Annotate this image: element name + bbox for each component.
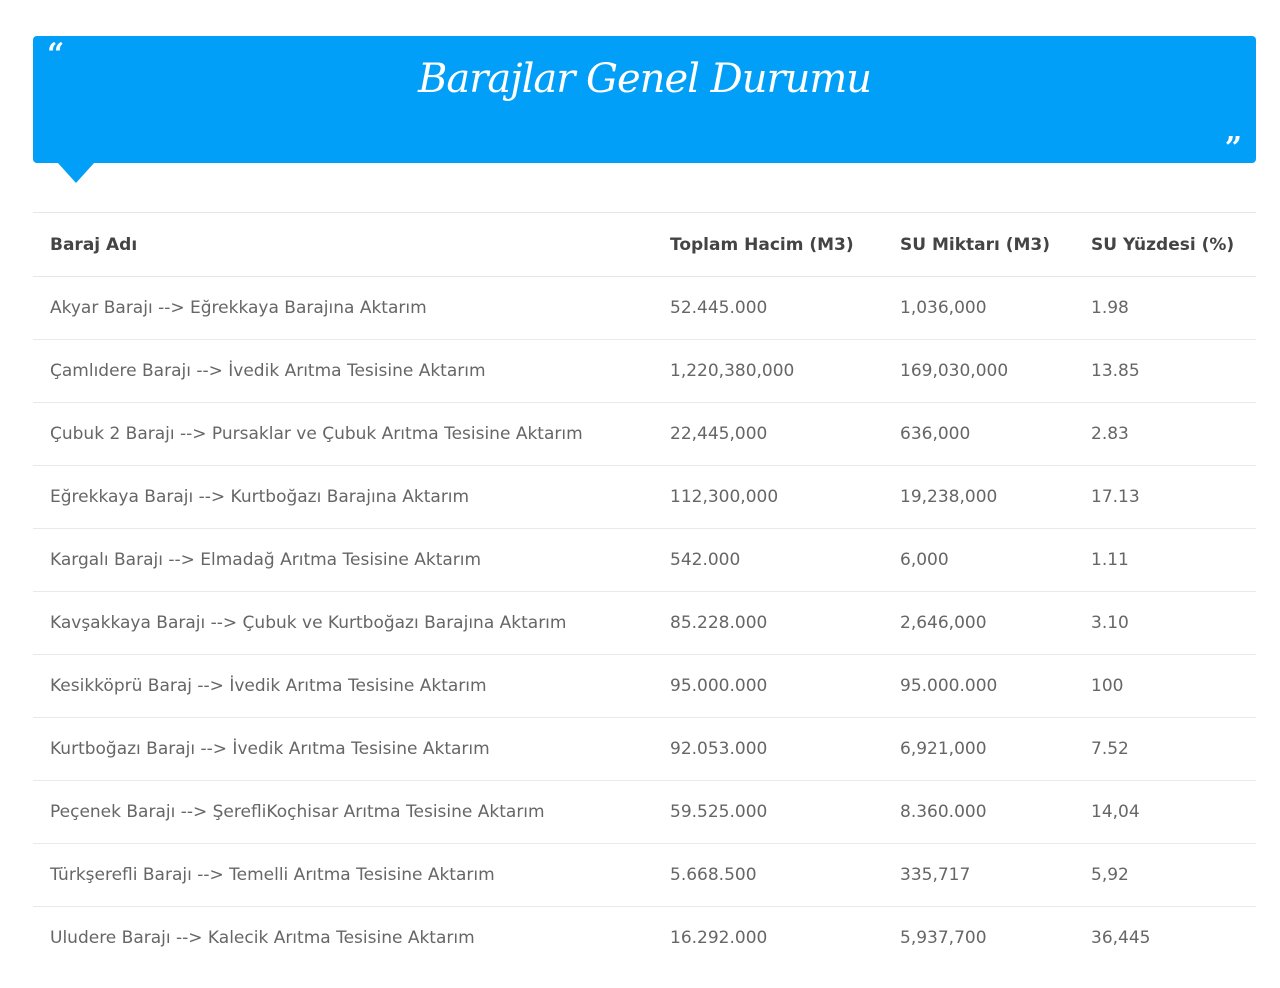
page-title: Barajlar Genel Durumu [417, 56, 872, 102]
cell-water-percent: 36,445 [1091, 928, 1151, 949]
cell-dam-name: Kesikköprü Baraj --> İvedik Arıtma Tesis… [50, 676, 487, 696]
cell-water-amount: 636,000 [900, 424, 971, 444]
cell-water-percent: 5,92 [1091, 865, 1129, 885]
banner-pointer [58, 163, 94, 183]
header-total-volume: Toplam Hacim (M3) [670, 234, 854, 255]
open-quote-icon: “ [47, 37, 65, 72]
table-row: Kavşakkaya Barajı --> Çubuk ve Kurtboğaz… [33, 592, 1256, 655]
cell-dam-name: Akyar Barajı --> Eğrekkaya Barajına Akta… [50, 298, 427, 318]
cell-total-volume: 16.292.000 [670, 928, 768, 949]
cell-water-amount: 19,238,000 [900, 487, 998, 507]
table-row: Türkşerefli Barajı --> Temelli Arıtma Te… [33, 844, 1256, 907]
cell-total-volume: 85.228.000 [670, 613, 768, 633]
cell-dam-name: Çamlıdere Barajı --> İvedik Arıtma Tesis… [50, 361, 486, 381]
cell-water-amount: 6,000 [900, 550, 949, 570]
cell-water-amount: 335,717 [900, 865, 971, 885]
header-water-percent: SU Yüzdesi (%) [1091, 234, 1235, 255]
header-row: Baraj Adı Toplam Hacim (M3) SU Miktarı (… [33, 212, 1256, 277]
cell-water-percent: 1.11 [1091, 550, 1129, 570]
cell-dam-name: Kargalı Barajı --> Elmadağ Arıtma Tesisi… [50, 550, 482, 570]
cell-total-volume: 5.668.500 [670, 865, 757, 885]
cell-water-percent: 13.85 [1091, 361, 1140, 381]
cell-water-percent: 14,04 [1091, 802, 1140, 822]
header-water-amount: SU Miktarı (M3) [900, 234, 1051, 255]
header-dam-name: Baraj Adı [50, 234, 138, 255]
cell-water-amount: 169,030,000 [900, 361, 1009, 381]
cell-total-volume: 95.000.000 [670, 676, 768, 696]
cell-dam-name: Peçenek Barajı --> ŞerefliKoçhisar Arıtm… [50, 802, 545, 822]
table-row: Kurtboğazı Barajı --> İvedik Arıtma Tesi… [33, 718, 1256, 781]
cell-water-amount: 6,921,000 [900, 739, 987, 759]
table-header: Baraj Adı Toplam Hacim (M3) SU Miktarı (… [33, 212, 1256, 277]
cell-water-percent: 7.52 [1091, 739, 1129, 759]
dam-status-table: Baraj Adı Toplam Hacim (M3) SU Miktarı (… [33, 212, 1256, 970]
table-row: Eğrekkaya Barajı --> Kurtboğazı Barajına… [33, 466, 1256, 529]
table-row: Çamlıdere Barajı --> İvedik Arıtma Tesis… [33, 340, 1256, 403]
cell-dam-name: Türkşerefli Barajı --> Temelli Arıtma Te… [50, 865, 495, 885]
cell-total-volume: 112,300,000 [670, 487, 779, 507]
close-quote-icon: ” [1224, 131, 1242, 166]
table-row: Kargalı Barajı --> Elmadağ Arıtma Tesisi… [33, 529, 1256, 592]
dam-status-table-container: Baraj Adı Toplam Hacim (M3) SU Miktarı (… [33, 212, 1256, 970]
cell-water-percent: 17.13 [1091, 487, 1140, 507]
cell-water-amount: 2,646,000 [900, 613, 987, 633]
cell-total-volume: 1,220,380,000 [670, 361, 795, 381]
cell-water-percent: 3.10 [1091, 613, 1129, 633]
table-row: Çubuk 2 Barajı --> Pursaklar ve Çubuk Ar… [33, 403, 1256, 466]
title-banner: “ Barajlar Genel Durumu ” [33, 36, 1256, 166]
cell-water-amount: 95.000.000 [900, 676, 998, 696]
cell-total-volume: 59.525.000 [670, 802, 768, 822]
cell-water-percent: 1.98 [1091, 298, 1129, 318]
cell-dam-name: Kurtboğazı Barajı --> İvedik Arıtma Tesi… [50, 739, 490, 759]
cell-water-amount: 8.360.000 [900, 802, 987, 822]
cell-total-volume: 92.053.000 [670, 739, 768, 759]
cell-dam-name: Kavşakkaya Barajı --> Çubuk ve Kurtboğaz… [50, 613, 567, 633]
cell-dam-name: Eğrekkaya Barajı --> Kurtboğazı Barajına… [50, 487, 470, 507]
cell-total-volume: 52.445.000 [670, 298, 768, 318]
cell-water-amount: 5,937,700 [900, 928, 987, 949]
cell-water-amount: 1,036,000 [900, 298, 987, 318]
table-row: Peçenek Barajı --> ŞerefliKoçhisar Arıtm… [33, 781, 1256, 844]
cell-total-volume: 542.000 [670, 550, 741, 570]
table-body: Akyar Barajı --> Eğrekkaya Barajına Akta… [33, 277, 1256, 970]
cell-water-percent: 100 [1091, 676, 1124, 696]
cell-water-percent: 2.83 [1091, 424, 1129, 444]
cell-dam-name: Uludere Barajı --> Kalecik Arıtma Tesisi… [50, 928, 475, 949]
table-row: Kesikköprü Baraj --> İvedik Arıtma Tesis… [33, 655, 1256, 718]
cell-total-volume: 22,445,000 [670, 424, 768, 444]
table-row: Akyar Barajı --> Eğrekkaya Barajına Akta… [33, 277, 1256, 340]
table-row: Uludere Barajı --> Kalecik Arıtma Tesisi… [33, 907, 1256, 970]
cell-dam-name: Çubuk 2 Barajı --> Pursaklar ve Çubuk Ar… [50, 424, 583, 444]
